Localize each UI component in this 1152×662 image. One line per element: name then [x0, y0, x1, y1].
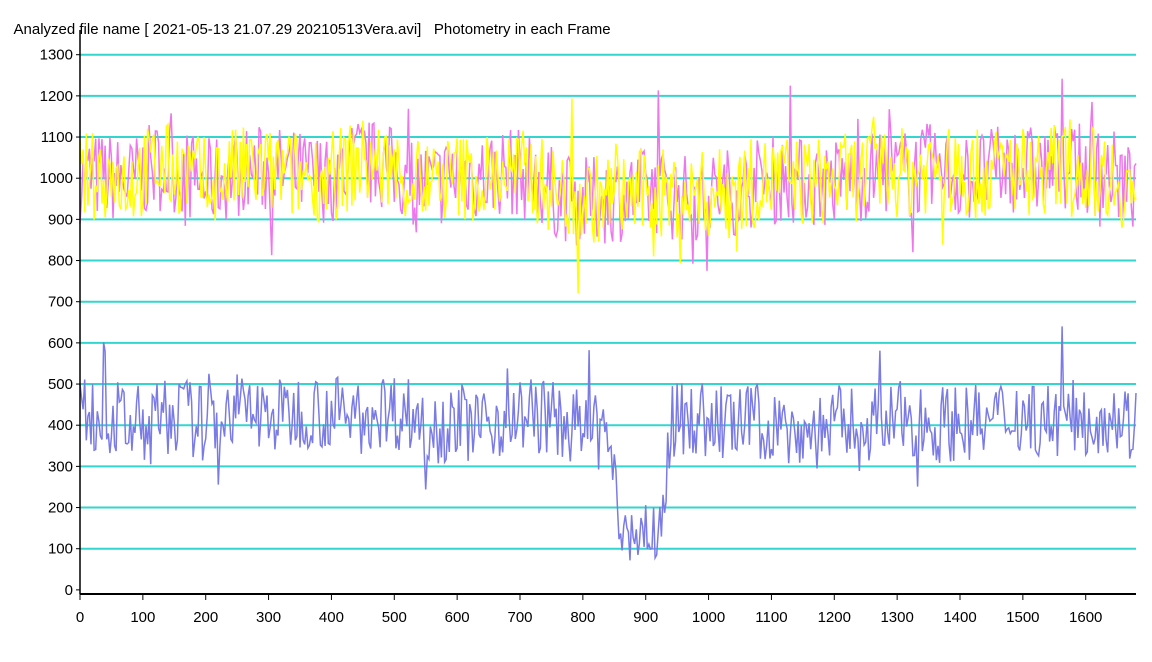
x-tick-label-1200: 1200 [818, 609, 851, 626]
y-tick-label-1200: 1200 [40, 88, 73, 105]
x-tick-label-1400: 1400 [943, 609, 976, 626]
x-tick-label-200: 200 [193, 609, 218, 626]
y-tick-label-200: 200 [48, 500, 73, 517]
y-tick-label-700: 700 [48, 294, 73, 311]
x-tick-label-300: 300 [256, 609, 281, 626]
y-tick-label-300: 300 [48, 458, 73, 475]
x-tick-label-1500: 1500 [1006, 609, 1039, 626]
x-tick-label-400: 400 [319, 609, 344, 626]
x-tick-label-1600: 1600 [1069, 609, 1102, 626]
y-tick-label-100: 100 [48, 541, 73, 558]
x-tick-label-1000: 1000 [692, 609, 725, 626]
chart-subtitle: Photometry in each Frame [433, 21, 611, 38]
file-label: Analyzed file name [ 2021-05-13 21.07.29… [13, 21, 422, 38]
x-tick-label-500: 500 [382, 609, 407, 626]
axes [79, 30, 1136, 595]
series-line-2 [79, 326, 1137, 561]
x-tick-label-1300: 1300 [880, 609, 913, 626]
y-tick-label-600: 600 [48, 335, 73, 352]
series-line-0 [79, 78, 1137, 271]
x-tick-label-1100: 1100 [755, 609, 787, 626]
grid-lines [80, 53, 1136, 550]
series-group [79, 78, 1137, 561]
x-tick-label-600: 600 [445, 609, 470, 626]
x-tick-label-100: 100 [130, 609, 155, 626]
series-line-1 [79, 98, 1137, 294]
x-tick-label-800: 800 [570, 609, 595, 626]
x-tick-label-700: 700 [507, 609, 532, 626]
y-tick-label-0: 0 [65, 582, 73, 599]
y-tick-label-1300: 1300 [40, 47, 73, 64]
y-tick-label-500: 500 [48, 376, 73, 393]
y-tick-label-400: 400 [48, 417, 73, 434]
y-tick-labels: 0 100 200 300 400 500 600 700 800 900 1000 1100 1200… [40, 47, 80, 599]
x-tick-labels: 0 100 200 300 400 500 600 700 800 900 1000 1100 1200… [76, 594, 1102, 626]
y-tick-label-800: 800 [48, 253, 73, 270]
x-tick-label-0: 0 [76, 609, 84, 626]
y-tick-label-900: 900 [48, 211, 73, 228]
chart-title: Analyzed file name [ 2021-05-13 21.07.29… [6, 4, 611, 38]
x-tick-label-900: 900 [633, 609, 658, 626]
y-tick-label-1000: 1000 [40, 170, 73, 187]
y-tick-label-1100: 1100 [41, 129, 73, 146]
